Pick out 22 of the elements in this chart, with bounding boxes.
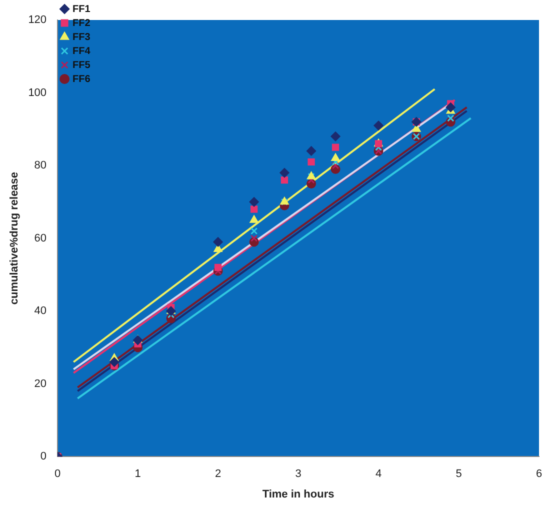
legend-label: FF3	[72, 32, 91, 43]
y-tick-label: 20	[34, 378, 47, 390]
legend-label: FF6	[72, 74, 91, 85]
x-tick-label: 4	[375, 468, 382, 480]
y-axis-title: cumulative%drug release	[8, 172, 21, 305]
x-tick-label: 0	[54, 468, 61, 480]
legend-label: FF1	[72, 4, 91, 15]
x-tick-label: 6	[536, 468, 542, 480]
legend-label: FF4	[72, 46, 91, 57]
y-tick-label: 120	[28, 14, 47, 26]
legend-label: FF2	[72, 18, 91, 29]
y-tick-label: 80	[34, 160, 47, 172]
x-tick-label: 1	[134, 468, 141, 480]
x-tick-label: 2	[214, 468, 222, 480]
x-tick-label: 5	[456, 468, 462, 480]
y-tick-label: 100	[28, 86, 47, 99]
x-tick-label: 3	[295, 468, 302, 480]
legend-label: FF5	[72, 60, 91, 71]
x-axis-title: Time in hours	[262, 488, 334, 500]
y-tick-label: 60	[34, 232, 47, 244]
y-tick-label: 0	[40, 450, 47, 463]
y-tick-label: 40	[34, 305, 47, 318]
